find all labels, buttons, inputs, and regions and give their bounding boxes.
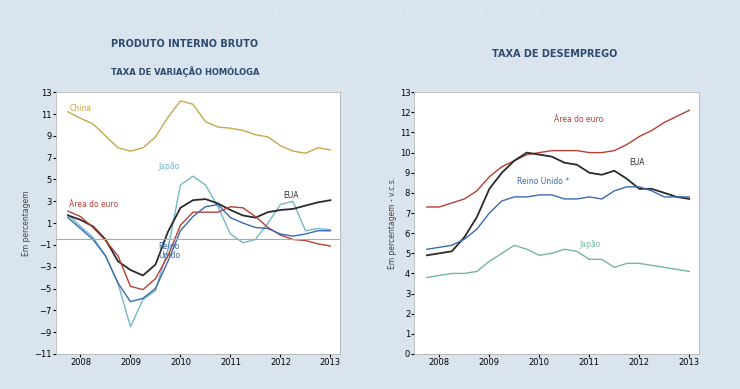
Text: Japão: Japão xyxy=(579,240,601,249)
Text: China: China xyxy=(70,104,92,113)
Text: Japão: Japão xyxy=(158,161,179,170)
Text: Área do euro: Área do euro xyxy=(70,200,118,209)
Y-axis label: Em percentagem - v.c.s.: Em percentagem - v.c.s. xyxy=(388,177,397,269)
Y-axis label: Em percentagem: Em percentagem xyxy=(22,190,31,256)
Text: TAXA DE DESEMPREGO: TAXA DE DESEMPREGO xyxy=(492,49,618,59)
Text: Reino Unido *: Reino Unido * xyxy=(517,177,569,186)
Text: Reino
Unido: Reino Unido xyxy=(158,242,180,260)
Text: EUA: EUA xyxy=(283,191,298,200)
Text: PRODUTO INTERNO BRUTO: PRODUTO INTERNO BRUTO xyxy=(112,39,258,49)
Text: EUA: EUA xyxy=(629,158,645,167)
Text: Área do euro: Área do euro xyxy=(554,116,604,124)
Text: TAXA DE VARIAÇÃO HOMÓLOGA: TAXA DE VARIAÇÃO HOMÓLOGA xyxy=(111,66,259,77)
Text: INDICADORES DE ATIVIDADE, MERCADO DE TRABALHO E INFLAÇÃO: INDICADORES DE ATIVIDADE, MERCADO DE TRA… xyxy=(201,5,539,16)
